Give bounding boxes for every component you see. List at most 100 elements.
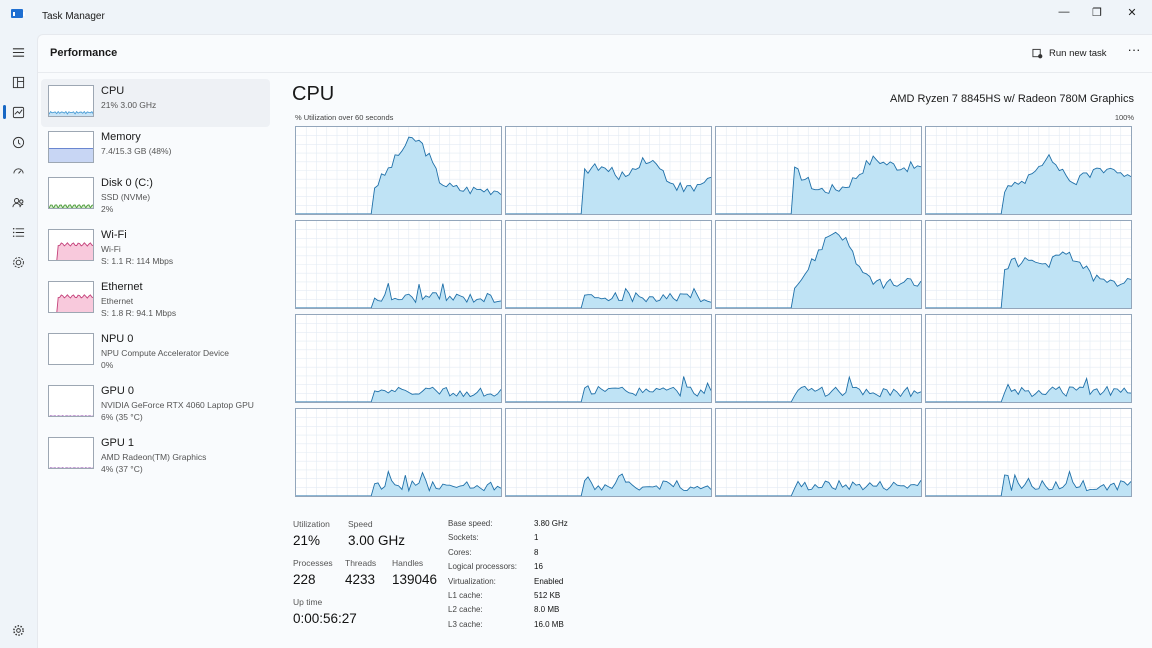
cpu-9-graph xyxy=(505,314,712,403)
sidebar-item-detail: Ethernet xyxy=(101,296,134,306)
close-button[interactable]: ✕ xyxy=(1127,6,1137,19)
sidebar-item-memory[interactable]: Memory 7.4/15.3 GB (48%) xyxy=(41,125,270,173)
sidebar-item-cpu[interactable]: CPU 21% 3.00 GHz xyxy=(41,79,270,127)
sidebar-item-detail-2: 6% (35 °C) xyxy=(101,412,143,422)
cpu-14-graph xyxy=(715,408,922,497)
page-title: Performance xyxy=(50,47,118,59)
threads-value: 4233 xyxy=(345,572,376,587)
run-new-task-button[interactable]: Run new task xyxy=(1032,45,1107,61)
details-icon[interactable] xyxy=(9,223,27,241)
more-options-button[interactable]: ··· xyxy=(1127,42,1141,57)
sidebar-item-detail: 21% 3.00 GHz xyxy=(101,100,157,110)
sidebar-item-name: Disk 0 (C:) xyxy=(101,177,153,189)
disk-0-thumbnail-graph xyxy=(48,177,94,209)
cpu-thumbnail-graph xyxy=(48,85,94,117)
sidebar-item-detail: Wi-Fi xyxy=(101,244,121,254)
spec-value: Enabled xyxy=(534,576,564,586)
sidebar-item-npu-0[interactable]: NPU 0 NPU Compute Accelerator Device 0% xyxy=(41,327,270,375)
sidebar-item-ethernet[interactable]: Ethernet Ethernet S: 1.8 R: 94.1 Mbps xyxy=(41,275,270,323)
maximize-button[interactable]: ❐ xyxy=(1092,6,1102,19)
uptime-value: 0:00:56:27 xyxy=(293,611,357,626)
run-task-icon xyxy=(1032,48,1043,58)
spec-value: 8.0 MB xyxy=(534,605,560,615)
logical-processor-graph-grid xyxy=(295,126,1133,498)
sidebar-item-name: GPU 0 xyxy=(101,385,135,397)
minimize-button[interactable]: — xyxy=(1058,6,1070,18)
cpu-model-name: AMD Ryzen 7 8845HS w/ Radeon 780M Graphi… xyxy=(890,93,1134,105)
resource-heading: CPU xyxy=(292,83,335,105)
sidebar-item-detail-2: 0% xyxy=(101,360,114,370)
sidebar-item-detail-2: 4% (37 °C) xyxy=(101,464,143,474)
performance-icon[interactable] xyxy=(9,103,27,121)
startup-apps-icon[interactable] xyxy=(9,163,27,181)
spec-key: L3 cache: xyxy=(448,619,483,629)
graph-caption: % Utilization over 60 seconds xyxy=(295,113,394,122)
sidebar-item-detail-2: S: 1.1 R: 114 Mbps xyxy=(101,256,174,266)
cpu-10-graph xyxy=(715,314,922,403)
speed-value: 3.00 GHz xyxy=(348,533,406,548)
utilization-value: 21% xyxy=(293,533,321,548)
cpu-3-graph xyxy=(925,126,1132,215)
gpu-0-thumbnail-graph xyxy=(48,385,94,417)
services-icon[interactable] xyxy=(9,253,27,271)
sidebar-item-detail-2: S: 1.8 R: 94.1 Mbps xyxy=(101,308,177,318)
spec-key: Sockets: xyxy=(448,533,479,543)
cpu-15-graph xyxy=(925,408,1132,497)
memory-thumbnail-graph xyxy=(48,131,94,163)
spec-value: 8 xyxy=(534,547,539,557)
hamburger-icon[interactable] xyxy=(9,43,27,61)
processes-value: 228 xyxy=(293,572,316,587)
spec-value: 16 xyxy=(534,562,543,572)
sidebar-item-gpu-0[interactable]: GPU 0 NVIDIA GeForce RTX 4060 Laptop GPU 6… xyxy=(41,379,270,427)
sidebar-item-disk-0[interactable]: Disk 0 (C:) SSD (NVMe) 2% xyxy=(41,171,270,219)
sidebar-item-gpu-1[interactable]: GPU 1 AMD Radeon(TM) Graphics 4% (37 °C) xyxy=(41,431,270,479)
spec-key: Logical processors: xyxy=(448,562,517,572)
rail-active-indicator xyxy=(3,105,6,119)
cpu-6-graph xyxy=(715,220,922,309)
sidebar-item-detail: NVIDIA GeForce RTX 4060 Laptop GPU xyxy=(101,400,254,410)
title-bar: Task Manager — ❐ ✕ xyxy=(0,0,1152,34)
speed-label: Speed xyxy=(348,519,373,529)
uptime-label: Up time xyxy=(293,597,323,607)
processes-label: Processes xyxy=(293,558,333,568)
handles-label: Handles xyxy=(392,558,424,568)
sidebar-item-name: NPU 0 xyxy=(101,333,134,345)
sidebar-item-detail-2: 2% xyxy=(101,204,114,214)
cpu-5-graph xyxy=(505,220,712,309)
wifi-thumbnail-graph xyxy=(48,229,94,261)
header-divider xyxy=(38,72,1152,73)
ethernet-thumbnail-graph xyxy=(48,281,94,313)
sidebar-item-name: Wi-Fi xyxy=(101,229,127,241)
window-title: Task Manager xyxy=(42,11,105,22)
processes-icon[interactable] xyxy=(9,73,27,91)
spec-value: 16.0 MB xyxy=(534,619,564,629)
sidebar-item-detail: AMD Radeon(TM) Graphics xyxy=(101,452,207,462)
utilization-label: Utilization xyxy=(293,519,330,529)
spec-value: 1 xyxy=(534,533,539,543)
cpu-12-graph xyxy=(295,408,502,497)
cpu-4-graph xyxy=(295,220,502,309)
task-manager-app-icon xyxy=(11,9,25,18)
sidebar-item-name: Ethernet xyxy=(101,281,143,293)
cpu-11-graph xyxy=(925,314,1132,403)
sidebar-item-name: Memory xyxy=(101,131,141,143)
spec-value: 512 KB xyxy=(534,591,561,600)
cpu-0-graph xyxy=(295,126,502,215)
graph-max-label: 100% xyxy=(1114,113,1134,122)
spec-key: L2 cache: xyxy=(448,605,483,615)
cpu-8-graph xyxy=(295,314,502,403)
spec-key: L1 cache: xyxy=(448,591,483,600)
sidebar-item-wifi[interactable]: Wi-Fi Wi-Fi S: 1.1 R: 114 Mbps xyxy=(41,223,270,271)
run-new-task-label: Run new task xyxy=(1049,47,1107,59)
app-history-icon[interactable] xyxy=(9,133,27,151)
cpu-2-graph xyxy=(715,126,922,215)
sidebar-item-name: CPU xyxy=(101,85,125,97)
handles-value: 139046 xyxy=(392,572,438,587)
users-icon[interactable] xyxy=(9,193,27,211)
spec-key: Cores: xyxy=(448,547,472,557)
cpu-7-graph xyxy=(925,220,1132,309)
sidebar-item-name: GPU 1 xyxy=(101,437,135,449)
cpu-13-graph xyxy=(505,408,712,497)
settings-icon[interactable] xyxy=(9,621,27,639)
threads-label: Threads xyxy=(345,558,377,568)
